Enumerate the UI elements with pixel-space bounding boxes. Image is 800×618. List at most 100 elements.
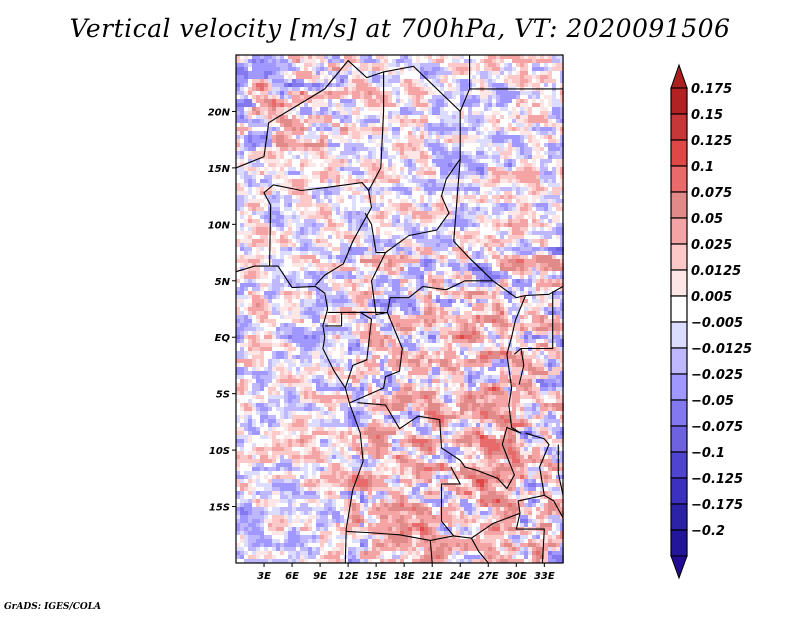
field-cell bbox=[524, 199, 528, 203]
field-cell bbox=[240, 311, 244, 315]
field-cell bbox=[332, 55, 336, 59]
field-cell bbox=[464, 267, 468, 271]
field-cell bbox=[244, 171, 248, 175]
field-cell bbox=[452, 319, 456, 323]
field-cell bbox=[288, 187, 292, 191]
field-cell bbox=[332, 155, 336, 159]
field-cell bbox=[252, 179, 256, 183]
field-cell bbox=[376, 187, 380, 191]
field-cell bbox=[364, 167, 368, 171]
field-cell bbox=[308, 135, 312, 139]
field-cell bbox=[508, 175, 512, 179]
field-cell bbox=[500, 299, 504, 303]
field-cell bbox=[336, 327, 340, 331]
field-cell bbox=[392, 203, 396, 207]
field-cell bbox=[508, 223, 512, 227]
field-cell bbox=[284, 203, 288, 207]
field-cell bbox=[336, 207, 340, 211]
field-cell bbox=[392, 103, 396, 107]
field-cell bbox=[408, 103, 412, 107]
field-cell bbox=[244, 327, 248, 331]
field-cell bbox=[352, 295, 356, 299]
field-cell bbox=[296, 331, 300, 335]
field-cell bbox=[268, 75, 272, 79]
field-cell bbox=[464, 167, 468, 171]
field-cell bbox=[532, 279, 536, 283]
field-cell bbox=[312, 67, 316, 71]
field-cell bbox=[244, 83, 248, 87]
field-cell bbox=[260, 295, 264, 299]
field-cell bbox=[268, 163, 272, 167]
field-cell bbox=[372, 103, 376, 107]
field-cell bbox=[556, 327, 560, 331]
field-cell bbox=[264, 319, 268, 323]
field-cell bbox=[316, 295, 320, 299]
field-cell bbox=[240, 327, 244, 331]
field-cell bbox=[544, 195, 548, 199]
field-cell bbox=[436, 251, 440, 255]
field-cell bbox=[252, 171, 256, 175]
field-cell bbox=[512, 179, 516, 183]
field-cell bbox=[516, 191, 520, 195]
field-cell bbox=[472, 195, 476, 199]
field-cell bbox=[444, 243, 448, 247]
field-cell bbox=[368, 63, 372, 67]
field-cell bbox=[272, 343, 276, 347]
field-cell bbox=[408, 87, 412, 91]
field-cell bbox=[560, 163, 564, 167]
field-cell bbox=[372, 323, 376, 327]
field-cell bbox=[440, 159, 444, 163]
field-cell bbox=[324, 271, 328, 275]
field-cell bbox=[340, 331, 344, 335]
field-cell bbox=[384, 223, 388, 227]
field-cell bbox=[356, 159, 360, 163]
field-cell bbox=[252, 219, 256, 223]
field-cell bbox=[420, 267, 424, 271]
field-cell bbox=[312, 279, 316, 283]
field-cell bbox=[452, 63, 456, 67]
field-cell bbox=[332, 287, 336, 291]
field-cell bbox=[424, 119, 428, 123]
field-cell bbox=[544, 135, 548, 139]
field-cell bbox=[428, 111, 432, 115]
field-cell bbox=[384, 211, 388, 215]
field-cell bbox=[524, 299, 528, 303]
field-cell bbox=[476, 231, 480, 235]
field-cell bbox=[460, 151, 464, 155]
field-cell bbox=[408, 287, 412, 291]
field-cell bbox=[544, 275, 548, 279]
field-cell bbox=[452, 195, 456, 199]
field-cell bbox=[424, 283, 428, 287]
field-cell bbox=[308, 147, 312, 151]
field-cell bbox=[384, 99, 388, 103]
field-cell bbox=[460, 335, 464, 339]
field-cell bbox=[340, 347, 344, 351]
field-cell bbox=[560, 263, 564, 267]
field-cell bbox=[528, 251, 532, 255]
field-cell bbox=[236, 139, 240, 143]
field-cell bbox=[424, 187, 428, 191]
field-cell bbox=[404, 79, 408, 83]
field-cell bbox=[272, 67, 276, 71]
field-cell bbox=[504, 307, 508, 311]
field-cell bbox=[332, 307, 336, 311]
field-cell bbox=[356, 115, 360, 119]
field-cell bbox=[472, 171, 476, 175]
field-cell bbox=[456, 199, 460, 203]
field-cell bbox=[452, 87, 456, 91]
field-cell bbox=[332, 275, 336, 279]
field-cell bbox=[420, 331, 424, 335]
field-cell bbox=[268, 335, 272, 339]
field-cell bbox=[488, 315, 492, 319]
field-cell bbox=[352, 339, 356, 343]
field-cell bbox=[356, 87, 360, 91]
field-cell bbox=[412, 103, 416, 107]
field-cell bbox=[324, 135, 328, 139]
field-cell bbox=[412, 271, 416, 275]
field-cell bbox=[316, 251, 320, 255]
field-cell bbox=[364, 171, 368, 175]
field-cell bbox=[496, 207, 500, 211]
field-cell bbox=[520, 143, 524, 147]
field-cell bbox=[480, 207, 484, 211]
field-cell bbox=[404, 223, 408, 227]
